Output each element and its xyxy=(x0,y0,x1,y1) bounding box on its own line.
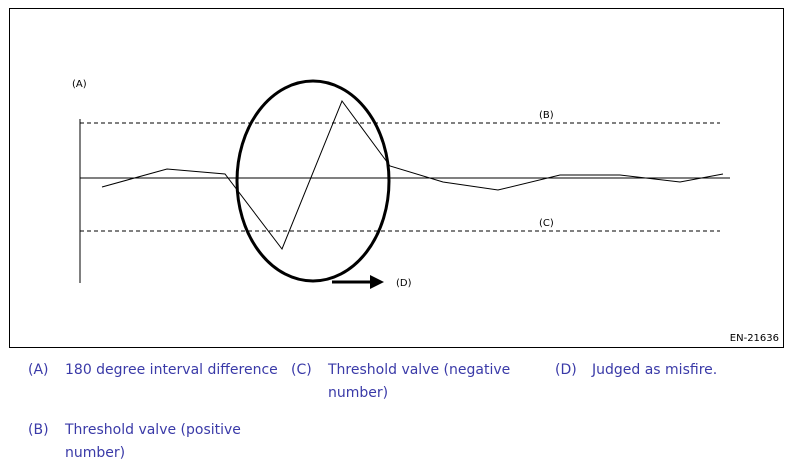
legend-text-line: 180 degree interval difference xyxy=(65,362,278,378)
misfire-ellipse xyxy=(235,79,391,283)
label-a: (A) xyxy=(72,79,87,90)
label-c: (C) xyxy=(539,218,554,229)
legend-key: (C) xyxy=(291,362,312,378)
legend-text: Threshold valve (negative number) xyxy=(328,359,510,405)
label-b: (B) xyxy=(539,110,554,121)
misfire-arrow-head xyxy=(370,275,384,289)
label-d: (D) xyxy=(396,278,412,289)
legend-key: (D) xyxy=(555,362,577,378)
legend-text: 180 degree interval difference xyxy=(65,359,278,382)
legend-key: (A) xyxy=(28,362,49,378)
legend-text: Threshold valve (positive number) xyxy=(65,419,241,465)
diagram-figure: (A) (B) (C) (D) EN-21636 xyxy=(9,8,784,348)
legend-text-line: number) xyxy=(328,385,389,401)
legend-text-line: Threshold valve (negative xyxy=(328,362,511,378)
signal-waveform xyxy=(101,99,724,251)
legend-text: Judged as misfire. xyxy=(592,359,717,382)
legend-text-line: Judged as misfire. xyxy=(592,362,718,378)
figure-id: EN-21636 xyxy=(729,333,779,344)
legend-text-line: number) xyxy=(65,445,126,461)
diagram-svg: (A) (B) (C) (D) xyxy=(72,79,730,289)
legend-key: (B) xyxy=(28,422,49,438)
legend-text-line: Threshold valve (positive xyxy=(65,422,241,438)
